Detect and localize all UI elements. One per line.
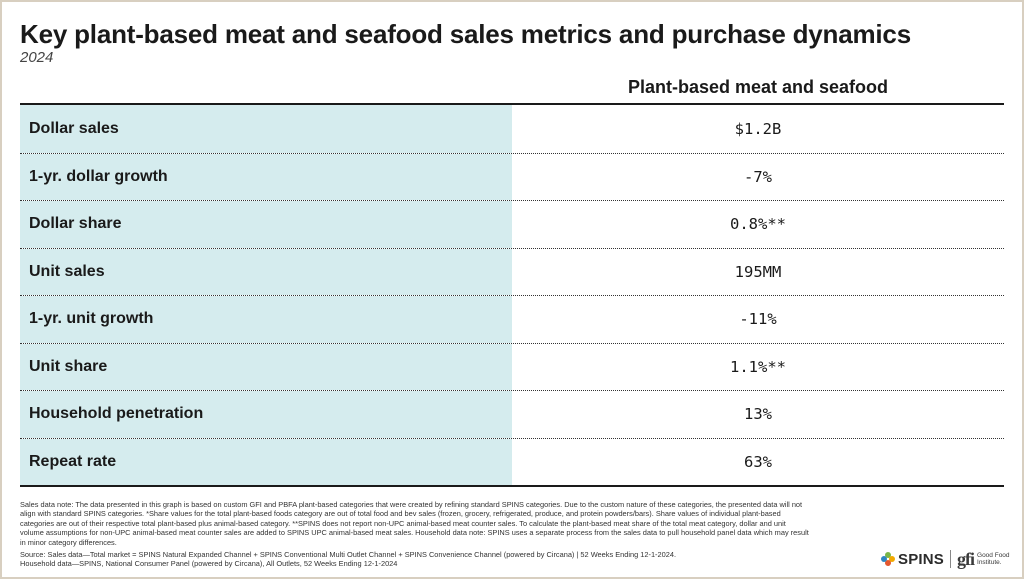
row-value: 0.8%** — [730, 215, 786, 234]
row-value: 63% — [744, 452, 772, 471]
source-note: Source: Sales data—Total market = SPINS … — [20, 550, 810, 569]
spins-flower-icon — [881, 552, 895, 566]
row-value: 13% — [744, 405, 772, 424]
table-row: Dollar share 0.8%** — [20, 200, 1004, 248]
row-value: 1.1%** — [730, 357, 786, 376]
spins-logo: SPINS — [880, 551, 944, 568]
gfi-logo-text: Good Food Institute. — [977, 551, 1010, 567]
page-title: Key plant-based meat and seafood sales m… — [20, 19, 911, 49]
row-label: 1-yr. dollar growth — [20, 153, 512, 200]
logos: SPINS gfi Good Food Institute. — [880, 548, 1011, 570]
row-value: -7% — [744, 167, 772, 186]
spins-logo-text: SPINS — [898, 550, 945, 568]
table-row: Household penetration 13% — [20, 390, 1004, 438]
column-header: Plant-based meat and seafood — [627, 77, 889, 97]
table-row: Unit share 1.1%** — [20, 342, 1004, 390]
metrics-table: Dollar sales $1.2B 1-yr. dollar growth -7% D… — [20, 103, 1004, 487]
row-label: Dollar share — [20, 201, 512, 248]
logo-divider — [950, 550, 952, 568]
source-line-household: Household data—SPINS, National Consumer … — [20, 559, 398, 569]
table-row: 1-yr. dollar growth -7% — [20, 152, 1004, 200]
row-label: Unit share — [20, 343, 512, 390]
row-value: $1.2B — [734, 119, 782, 138]
table-row: Unit sales 195MM — [20, 247, 1004, 295]
table-row: Repeat rate 63% — [20, 437, 1004, 485]
source-line-sales: Source: Sales data—Total market = SPINS … — [20, 550, 677, 559]
page-subtitle: 2024 — [20, 49, 54, 66]
row-label: Household penetration — [20, 391, 512, 438]
row-value: -11% — [739, 310, 777, 329]
data-notes: Sales data note: The data presented in t… — [20, 500, 809, 547]
row-label: Unit sales — [20, 248, 512, 295]
row-label: 1-yr. unit growth — [20, 296, 512, 343]
row-label: Dollar sales — [20, 105, 512, 153]
row-value: 195MM — [734, 262, 782, 281]
gfi-logo: gfi Good Food Institute. — [957, 549, 1011, 570]
table-row: Dollar sales $1.2B — [20, 105, 1004, 153]
row-label: Repeat rate — [20, 438, 512, 485]
gfi-logo-mark: gfi — [957, 548, 975, 569]
table-row: 1-yr. unit growth -11% — [20, 295, 1004, 343]
